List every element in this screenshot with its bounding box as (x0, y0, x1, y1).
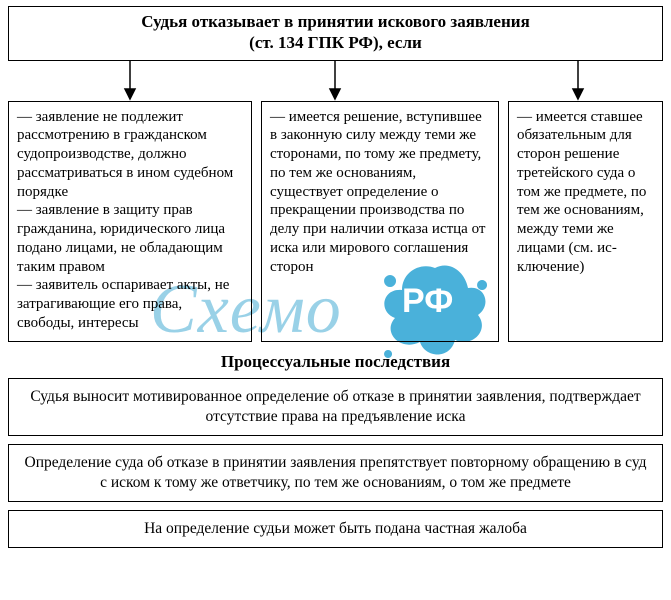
arrow-row (8, 61, 663, 101)
page-root: Схемо РФ Судья отказывает в принятии иск… (0, 0, 671, 600)
consequence-text-3: На определение судьи может быть подана ч… (144, 520, 527, 537)
consequences-title: Процессуальные последствия (8, 352, 663, 372)
reason-text-1: — заявление не подлежит рассмотрению в г… (17, 109, 233, 331)
consequence-text-2: Определение суда об отказе в принятии за… (25, 454, 647, 491)
header-line1: Судья отказывает в принятии искового зая… (17, 11, 654, 32)
header-line2: (ст. 134 ГПК РФ), если (17, 32, 654, 53)
arrows-svg (8, 61, 663, 101)
reason-text-3: — имеется став­шее обязательным для стор… (517, 109, 646, 275)
reason-box-3: — имеется став­шее обязательным для стор… (508, 101, 663, 342)
consequence-box-2: Определение суда об отказе в принятии за… (8, 444, 663, 502)
consequence-box-1: Судья выносит мотивированное определение… (8, 378, 663, 436)
header-box: Судья отказывает в принятии искового зая… (8, 6, 663, 61)
columns-row: — заявление не подлежит рассмотрению в г… (8, 101, 663, 342)
reason-box-2: — имеется решение, вступившее в законную… (261, 101, 499, 342)
reason-text-2: — имеется решение, вступившее в законную… (270, 109, 485, 275)
reason-box-1: — заявление не подлежит рассмотрению в г… (8, 101, 252, 342)
consequence-text-1: Судья выносит мотивированное определение… (30, 388, 640, 425)
consequence-box-3: На определение судьи может быть подана ч… (8, 510, 663, 548)
